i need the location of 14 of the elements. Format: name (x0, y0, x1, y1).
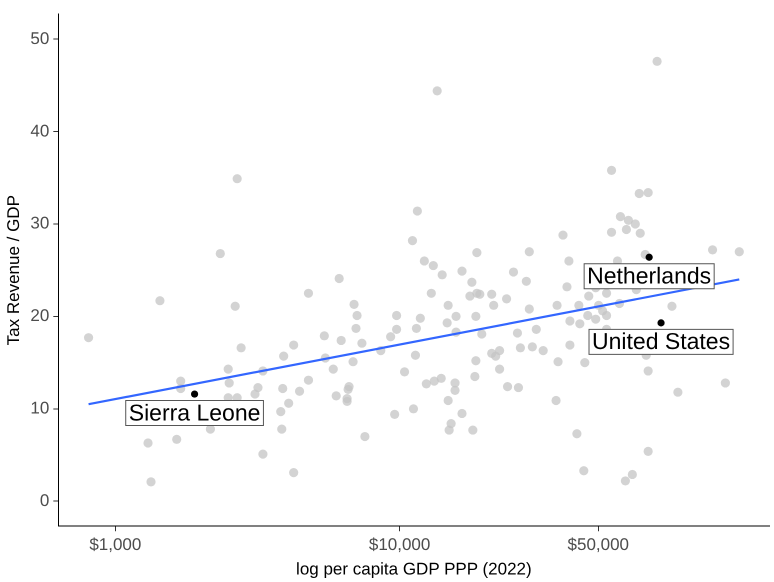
y-tick-label: 0 (40, 490, 50, 510)
y-tick-label: 30 (30, 214, 50, 233)
x-tick-label: $10,000 (368, 535, 430, 554)
annotation: United States (592, 328, 730, 354)
y-axis-title: Tax Revenue / GDP (4, 195, 23, 346)
y-tick-label: 20 (30, 306, 50, 326)
x-tick-label: $50,000 (568, 535, 629, 554)
y-tick-label: 40 (30, 121, 50, 140)
annotation: Sierra Leone (128, 399, 260, 426)
annotation: Netherlands (587, 262, 712, 289)
y-tick-label: 10 (30, 398, 50, 418)
y-tick-label: 50 (30, 28, 50, 48)
x-axis-title: log per capita GDP PPP (2022) (296, 559, 532, 578)
x-tick-label: $1,000 (89, 535, 142, 554)
